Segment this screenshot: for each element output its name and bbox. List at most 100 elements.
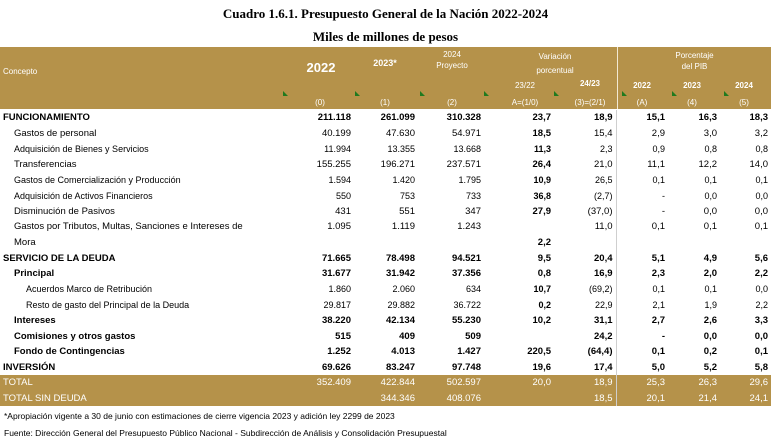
row-concept: Gastos por Tributos, Multas, Sanciones e… xyxy=(14,221,243,233)
cell-vb: (64,4) xyxy=(587,346,613,358)
cell-marker-icon xyxy=(554,91,559,96)
cell-va xyxy=(484,219,554,235)
cell-marker-icon xyxy=(672,91,677,96)
code-p5: (5) xyxy=(739,98,749,107)
row-concept: SERVICIO DE LA DEUDA xyxy=(3,252,116,264)
row-concept: Intereses xyxy=(14,315,56,327)
table-row: Comisiones y otros gastos 515 409 509 24,2- 0… xyxy=(0,328,771,344)
cell-p24: 0,8 xyxy=(755,143,768,154)
cell-c0: 550 xyxy=(335,190,351,201)
table-row: Gastos por Tributos, Multas, Sanciones e… xyxy=(0,219,771,235)
cell-vb: 20,4 xyxy=(594,252,613,264)
cell-c2: 36.722 xyxy=(453,299,481,310)
row-concept: Principal xyxy=(14,268,55,280)
header-porcentual: porcentual xyxy=(536,66,574,75)
cell-va: 10,7 xyxy=(533,284,551,295)
cell-c2: 347 xyxy=(465,205,481,217)
cell-c0: 38.220 xyxy=(321,315,351,327)
cell-p23: 21,4 xyxy=(668,390,720,407)
cell-p24: 0,1 xyxy=(754,221,768,233)
cell-c0: 1.095 xyxy=(327,221,351,233)
table-row: Fondo de Contingencias 1.252 4.013 1.427 220… xyxy=(0,343,771,360)
cell-va: 11,3 xyxy=(533,143,551,154)
cell-c2: 54.971 xyxy=(451,127,481,139)
cell-c1: 551 xyxy=(399,205,415,217)
cell-va: 10,2 xyxy=(532,315,552,327)
cell-va: 0,8 xyxy=(537,268,551,280)
cell-c1: 13.355 xyxy=(387,143,415,154)
cell-c2: 37.356 xyxy=(451,268,481,280)
cell-c0: 69.626 xyxy=(321,361,351,373)
cell-c1: 31.942 xyxy=(385,268,415,280)
cell-va: 220,5 xyxy=(527,346,551,358)
cell-p23: 4,9 xyxy=(703,252,717,264)
cell-p22: 20,1 xyxy=(615,390,668,407)
cell-p22: 11,1 xyxy=(615,156,668,173)
cell-c1: 344.346 xyxy=(354,390,418,407)
table-row: Adquisición de Bienes y Servicios 11.994 1… xyxy=(0,141,771,157)
cell-p23 xyxy=(668,235,720,251)
cell-marker-icon xyxy=(622,91,627,96)
table-row: INVERSIÓN 69.626 83.247 97.748 19,6 17,4 5,0 5,… xyxy=(0,359,771,376)
header-2022: 2022 xyxy=(306,60,336,75)
cell-p23: 0,1 xyxy=(703,221,717,233)
cell-p24: 2,2 xyxy=(755,299,768,310)
cell-va: 36,8 xyxy=(533,190,551,201)
cell-vb: (2,7) xyxy=(593,190,613,201)
cell-c2: 1.427 xyxy=(457,346,481,358)
header-pib-2023: 2023 xyxy=(683,81,701,90)
cell-c1: 196.271 xyxy=(380,159,415,171)
cell-c2 xyxy=(418,235,484,251)
cell-marker-icon xyxy=(355,91,360,96)
cell-p23: 3,0 xyxy=(703,127,717,139)
cell-c1 xyxy=(354,235,418,251)
cell-va: 26,4 xyxy=(532,159,552,171)
table-row: Adquisición de Activos Financieros 550 753… xyxy=(0,187,771,204)
cell-p23: 0,1 xyxy=(704,284,717,295)
cell-vb: (37,0) xyxy=(587,205,613,217)
cell-p24: 0,1 xyxy=(754,346,768,358)
table-row: Disminución de Pasivos 431 551 347 27,9 (37,0… xyxy=(0,203,771,220)
table-row: Transferencias 155.255 196.271 237.571 26,4 2… xyxy=(0,156,771,173)
cell-vb: 17,4 xyxy=(594,361,613,373)
cell-p22: 25,3 xyxy=(615,375,668,391)
cell-c0: 155.255 xyxy=(316,159,351,171)
cell-c0: 1.594 xyxy=(328,175,351,186)
cell-c0: 352.409 xyxy=(284,375,354,391)
cell-vb: 26,5 xyxy=(594,175,613,186)
row-concept: INVERSIÓN xyxy=(3,361,56,373)
cell-p22: 2,7 xyxy=(615,312,668,329)
cell-p23: 0,0 xyxy=(704,190,717,201)
cell-c1: 1.420 xyxy=(392,175,415,186)
header-23-22: 23/22 xyxy=(514,81,536,90)
cell-p23: 0,1 xyxy=(704,175,717,186)
cell-p24: 3,2 xyxy=(754,127,768,139)
cell-marker-icon xyxy=(724,91,729,96)
code-1: (1) xyxy=(380,98,390,107)
cell-vb: 18,9 xyxy=(554,375,616,391)
cell-va: 23,7 xyxy=(532,112,552,124)
cell-p23: 1,9 xyxy=(704,299,717,310)
code-b: (3)=(2/1) xyxy=(574,98,606,107)
table-row: Gastos de personal 40.199 47.630 54.971 18,5… xyxy=(0,125,771,142)
table-row: TOTAL SIN DEUDA 344.346 408.076 18,5 20,1 21,… xyxy=(0,390,771,407)
cell-p24: 24,1 xyxy=(720,390,771,407)
cell-p22: 5,0 xyxy=(615,359,668,376)
cell-p24 xyxy=(720,235,771,251)
table-row: SERVICIO DE LA DEUDA 71.665 78.498 94.521 9,… xyxy=(0,250,771,266)
cell-vb: 11,0 xyxy=(594,221,613,233)
cell-c2: 634 xyxy=(465,284,481,295)
cell-p23: 5,2 xyxy=(703,361,717,373)
cell-c2: 1.243 xyxy=(457,221,481,233)
cell-c1: 753 xyxy=(399,190,415,201)
row-concept: Resto de gasto del Principal de la Deuda xyxy=(26,299,190,310)
cell-c2: 237.571 xyxy=(446,159,481,171)
cell-c1: 422.844 xyxy=(354,375,418,391)
header-divider xyxy=(617,47,618,109)
cell-p23: 26,3 xyxy=(668,375,720,391)
cell-c2: 733 xyxy=(465,190,481,201)
cell-p23: 0,0 xyxy=(703,330,717,342)
table-row: Intereses 38.220 42.134 55.230 10,2 31,1 2,7 2,… xyxy=(0,312,771,329)
cell-vb: 18,9 xyxy=(594,112,613,124)
table-header: Concepto 2022 2023* 2024 Proyecto Variac… xyxy=(0,47,771,109)
